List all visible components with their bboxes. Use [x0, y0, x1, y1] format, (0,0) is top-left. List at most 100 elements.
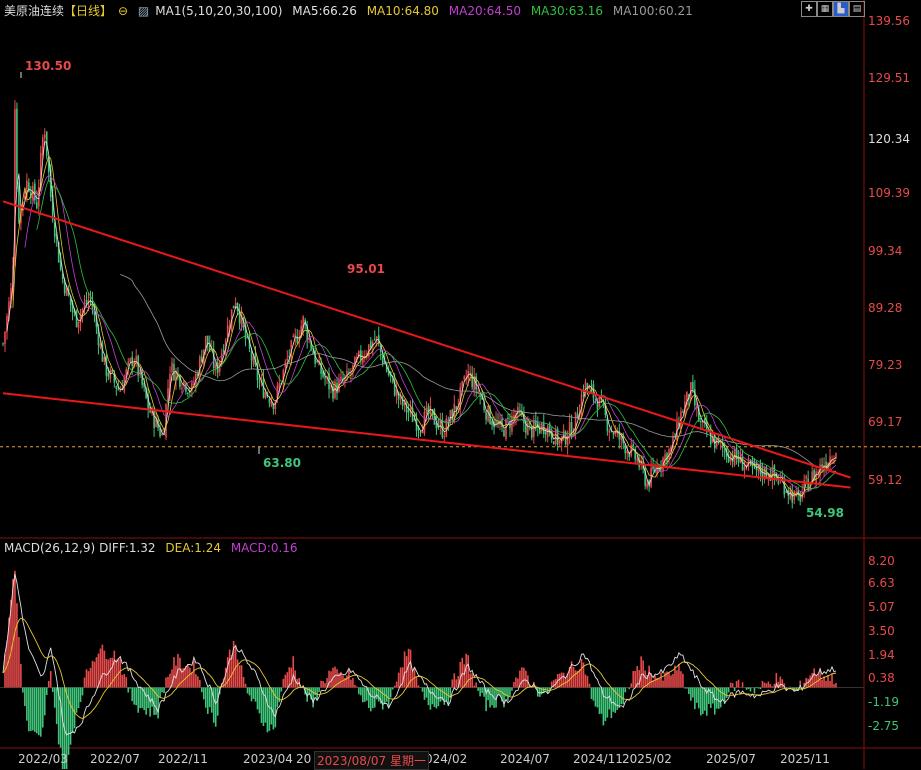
macd-tick: -2.75 [868, 719, 900, 733]
candle-body [89, 296, 92, 298]
candle-body [332, 386, 334, 399]
candle-body [340, 376, 342, 380]
crosshair-date-label: 2023/08/07 星期一 [314, 751, 429, 770]
candle-body [737, 457, 740, 463]
candle-body [95, 315, 98, 328]
candle-body [632, 444, 635, 447]
candle-body [799, 493, 802, 502]
candle-body [765, 467, 768, 479]
candle-body [795, 491, 798, 495]
period-label[interactable]: 【日线】 [64, 4, 113, 18]
candle-body [256, 363, 259, 381]
candle-body [501, 418, 503, 428]
candle-body [453, 403, 456, 423]
candle-body [119, 389, 122, 392]
candle-body [614, 430, 617, 435]
candle-body [664, 454, 666, 461]
candle-body [288, 356, 291, 358]
candle-body [296, 336, 299, 343]
candle-body [224, 340, 227, 350]
candle-body [143, 382, 145, 387]
candle-body [499, 420, 501, 425]
candle-body [429, 405, 432, 415]
price-tick: 69.17 [868, 415, 903, 429]
macd-dea-line [2, 617, 837, 719]
candle-body [682, 411, 684, 413]
ma-indicator-icon[interactable]: ▨ [137, 4, 150, 18]
macd-tick: 3.50 [868, 624, 895, 638]
candle-body [435, 422, 438, 429]
grid-icon[interactable]: ▦ [817, 1, 833, 17]
candle-body [75, 310, 78, 327]
candle-body [179, 375, 181, 387]
candle-body [369, 341, 372, 349]
candle-body [236, 303, 239, 311]
candle-body [439, 421, 442, 426]
candle-body [590, 385, 593, 388]
candle-body [721, 443, 724, 448]
candle-body [127, 361, 130, 367]
candle-body [385, 363, 388, 372]
candle-body [85, 300, 88, 304]
candle-body [835, 452, 837, 459]
candle-body [298, 337, 301, 341]
candle-body [405, 403, 408, 413]
ma100-line [120, 274, 837, 472]
candle-body [580, 394, 583, 416]
candle-body [735, 447, 738, 460]
candle-body [83, 303, 86, 310]
ma-label[interactable]: MA1(5,10,20,30,100) [155, 4, 283, 18]
candle-body [723, 450, 726, 452]
candle-body [612, 432, 615, 435]
candle-body [646, 482, 648, 488]
candle-body [415, 419, 418, 431]
candle-body [670, 446, 672, 453]
symbol-name[interactable]: 美原油连续 [4, 4, 65, 18]
candle-body [358, 351, 360, 356]
settings-icon[interactable]: ⊖ [118, 4, 129, 18]
macd-tick: 5.07 [868, 600, 895, 614]
price-tick: 59.12 [868, 473, 903, 487]
candle-body [115, 386, 118, 389]
candle-body [306, 324, 308, 341]
candle-body [169, 374, 171, 392]
candle-body [620, 435, 623, 441]
candle-body [264, 392, 267, 398]
candle-body [531, 426, 533, 438]
candle-body [383, 360, 386, 365]
candle-body [833, 459, 835, 462]
candle-body [409, 408, 412, 410]
candle-body [401, 397, 404, 406]
ma5-value: MA5:66.26 [292, 4, 357, 18]
chart-icon[interactable]: ▙ [833, 1, 849, 17]
candle-body [552, 441, 555, 445]
candle-body [93, 310, 96, 315]
candle-body [238, 310, 241, 324]
candle-body [145, 387, 147, 399]
candle-body [35, 202, 38, 209]
candle-body [101, 343, 104, 362]
macd-label[interactable]: MACD(26,12,9) [4, 541, 96, 555]
candle-body [445, 418, 448, 437]
candle-body [330, 384, 332, 387]
lower-trendline [2, 392, 851, 489]
candle-body [248, 338, 251, 349]
candle-body [535, 420, 537, 427]
candle-body [201, 356, 203, 362]
candle-body [276, 385, 279, 399]
candle-body [455, 406, 458, 410]
candle-body [77, 321, 80, 329]
candle-body [517, 406, 519, 414]
time-tick: 2024/11 [573, 752, 623, 766]
layout-icon[interactable]: ▤ [849, 1, 865, 17]
candle-body [811, 471, 813, 482]
candle-body [745, 464, 748, 467]
zoom-in-icon[interactable]: ✚ [801, 1, 817, 17]
candle-body [65, 286, 68, 296]
ma5-line [6, 140, 837, 497]
candle-body [540, 423, 543, 432]
candle-body [791, 491, 794, 503]
price-tick-highlight: 120.34 [868, 132, 910, 146]
candle-body [793, 491, 796, 500]
